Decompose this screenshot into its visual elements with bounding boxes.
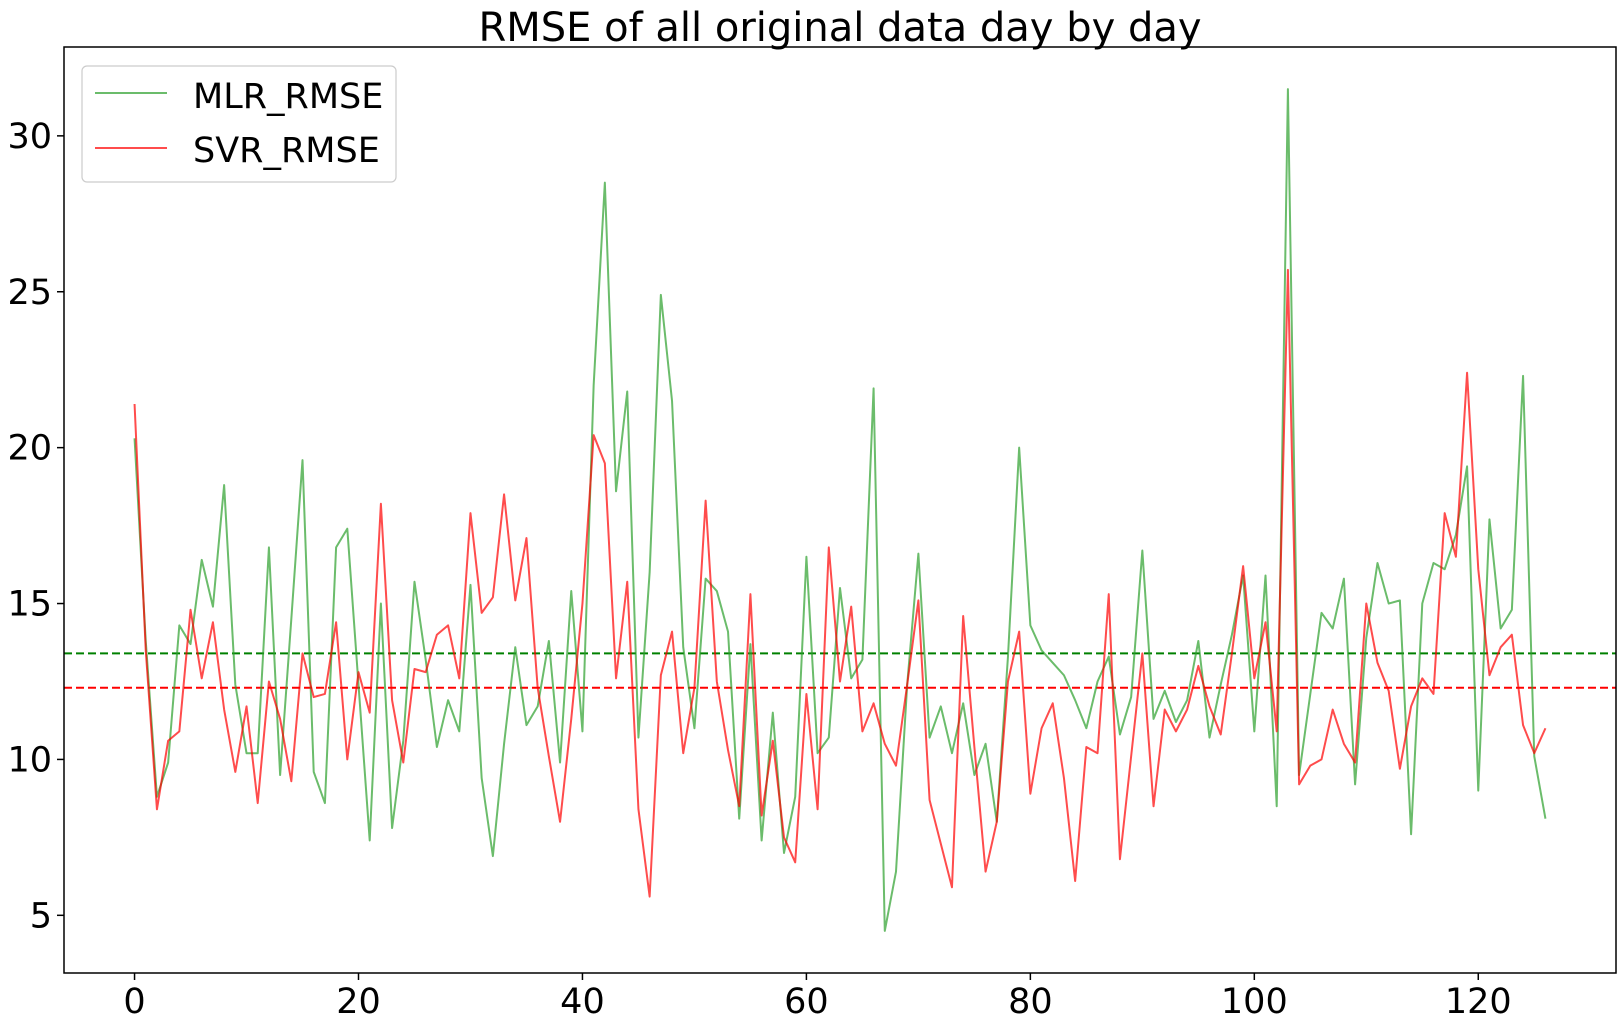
x-tick-label: 40 [560,982,605,1022]
legend-box [81,65,397,183]
x-tick-label: 120 [1445,982,1512,1022]
y-tick-label: 5 [30,896,52,936]
series-line-svr_rmse [133,268,1547,898]
x-tick-label: 80 [1008,982,1053,1022]
x-tick-label: 60 [784,982,829,1022]
y-tick-label: 20 [7,429,52,469]
y-tick-label: 25 [7,273,52,313]
series-lines [133,88,1547,932]
y-tick-label: 30 [7,117,52,157]
legend-label-svr: SVR_RMSE [193,131,380,171]
x-tick-label: 100 [1221,982,1288,1022]
mean-reference-lines [64,652,1616,689]
x-axis-ticks: 0 20 40 60 80 100 120 [123,973,1512,1022]
y-axis-ticks: 5 10 15 20 25 30 [7,117,64,936]
series-line-mlr_rmse [133,88,1547,932]
legend-label-mlr: MLR_RMSE [193,77,383,117]
x-tick-label: 0 [123,982,145,1022]
x-tick-label: 20 [336,982,381,1022]
legend: MLR_RMSE SVR_RMSE [81,65,397,183]
y-tick-label: 15 [7,585,52,625]
chart-title: RMSE of all original data day by day [478,5,1201,51]
plot-frame [63,46,1617,974]
y-tick-label: 10 [7,740,52,780]
